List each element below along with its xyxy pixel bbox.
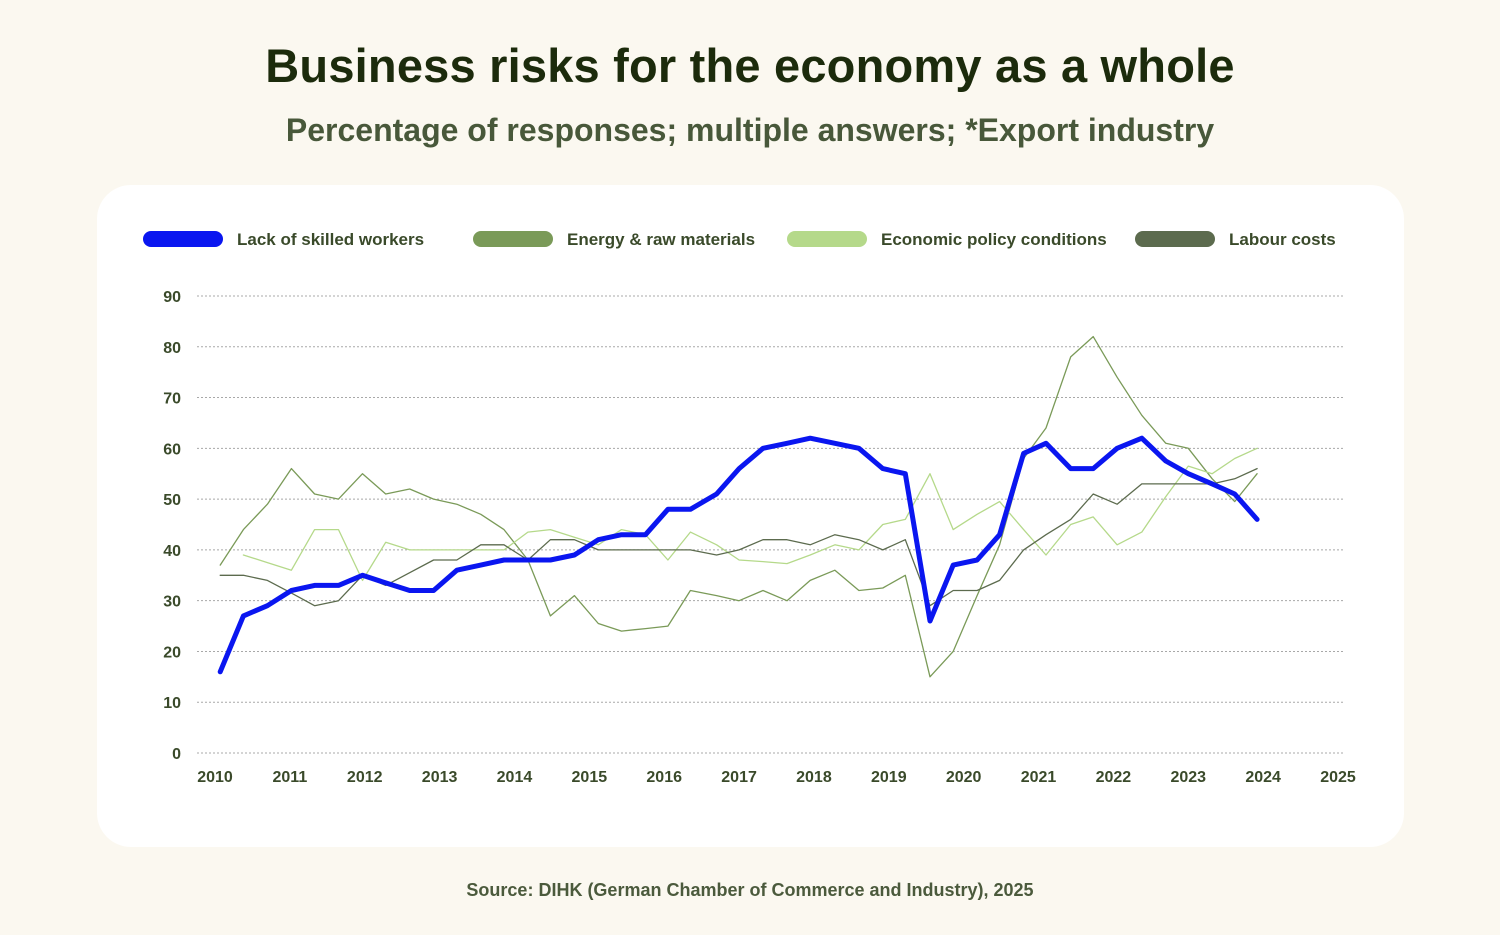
series-line-lack-of-skilled-workers <box>217 435 1260 675</box>
series-line-energy-raw-materials <box>219 335 1258 678</box>
y-tick-label: 50 <box>163 492 181 509</box>
x-tick-label: 2020 <box>946 769 982 786</box>
legend-swatch <box>1135 231 1215 247</box>
source-note: Source: DIHK (German Chamber of Commerce… <box>466 880 1034 900</box>
legend-label: Labour costs <box>1229 230 1336 249</box>
x-tick-label: 2018 <box>796 769 832 786</box>
x-tick-label: 2014 <box>497 769 533 786</box>
x-tick-label: 2024 <box>1245 769 1281 786</box>
x-tick-label: 2016 <box>646 769 682 786</box>
chart-series <box>217 335 1260 678</box>
page-subtitle: Percentage of responses; multiple answer… <box>285 112 1215 148</box>
series-line-economic-policy-conditions <box>242 447 1258 582</box>
legend-swatch <box>787 231 867 247</box>
legend-label: Energy & raw materials <box>567 230 755 249</box>
legend-label: Economic policy conditions <box>881 230 1107 249</box>
x-tick-label: 2010 <box>197 769 233 786</box>
legend-swatch <box>143 231 223 247</box>
chart-legend: Lack of skilled workers Energy & raw mate… <box>143 230 1336 249</box>
legend-item: Energy & raw materials <box>473 230 755 249</box>
chart-gridlines <box>197 295 1344 754</box>
x-axis: 2010 2011 2012 2013 2014 2015 2016 2017 2018 2019… <box>197 769 1356 786</box>
legend-item: Lack of skilled workers <box>143 230 424 249</box>
y-tick-label: 80 <box>163 340 181 357</box>
x-tick-label: 2025 <box>1320 769 1356 786</box>
x-tick-label: 2022 <box>1096 769 1132 786</box>
line-chart: Lack of skilled workers Energy & raw mate… <box>143 230 1356 786</box>
y-tick-label: 60 <box>163 441 181 458</box>
y-tick-label: 40 <box>163 543 181 560</box>
y-tick-label: 90 <box>163 289 181 306</box>
y-tick-label: 70 <box>163 391 181 408</box>
y-axis: 0 10 20 30 40 50 60 70 80 90 <box>163 289 181 763</box>
chart-card: Lack of skilled workers Energy & raw mate… <box>97 185 1404 847</box>
x-tick-label: 2015 <box>572 769 608 786</box>
series-line-labour-costs <box>219 467 1258 607</box>
x-tick-label: 2019 <box>871 769 907 786</box>
y-tick-label: 0 <box>172 746 181 763</box>
x-tick-label: 2011 <box>273 769 308 786</box>
y-tick-label: 20 <box>163 644 181 661</box>
x-tick-label: 2017 <box>721 769 757 786</box>
legend-label: Lack of skilled workers <box>237 230 424 249</box>
legend-item: Economic policy conditions <box>787 230 1107 249</box>
y-tick-label: 30 <box>163 594 181 611</box>
x-tick-label: 2013 <box>422 769 458 786</box>
legend-item: Labour costs <box>1135 230 1336 249</box>
x-tick-label: 2021 <box>1021 769 1057 786</box>
x-tick-label: 2012 <box>347 769 383 786</box>
y-tick-label: 10 <box>163 695 181 712</box>
legend-swatch <box>473 231 553 247</box>
x-tick-label: 2023 <box>1170 769 1206 786</box>
page-title: Business risks for the economy as a whol… <box>265 39 1235 92</box>
